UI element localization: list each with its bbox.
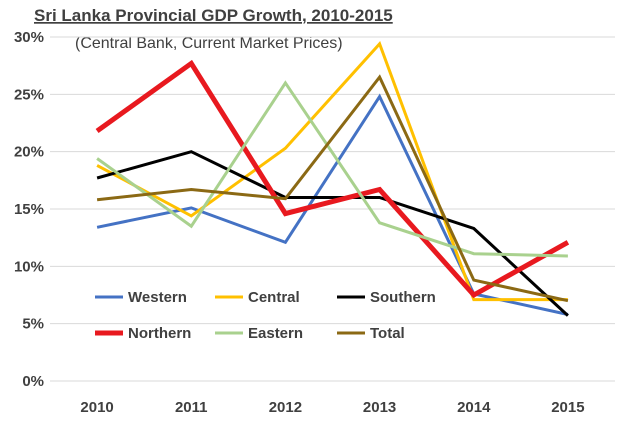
series-line-central bbox=[96, 41, 568, 302]
legend-label-western: Western bbox=[128, 289, 187, 306]
series-line-western bbox=[96, 93, 569, 316]
series-line-eastern bbox=[96, 80, 568, 258]
x-tick-label: 2010 bbox=[80, 399, 113, 416]
y-tick-label: 30% bbox=[14, 29, 44, 46]
legend-label-total: Total bbox=[370, 325, 405, 342]
x-tick-label: 2012 bbox=[269, 399, 302, 416]
x-tick-label: 2011 bbox=[175, 399, 208, 416]
x-axis-ticks: 2010 2011 2012 2013 2014 2015 bbox=[80, 399, 584, 416]
y-tick-label: 0% bbox=[22, 373, 44, 390]
y-tick-label: 25% bbox=[14, 86, 44, 103]
series-lines bbox=[95, 41, 570, 317]
legend: Western Central Southern Northern Eastern Tot… bbox=[95, 289, 436, 342]
series-line-southern bbox=[96, 150, 569, 317]
series-line-northern bbox=[95, 59, 570, 299]
series-line-total bbox=[96, 74, 569, 303]
y-tick-label: 10% bbox=[14, 258, 44, 275]
legend-label-northern: Northern bbox=[128, 325, 191, 342]
legend-label-southern: Southern bbox=[370, 289, 436, 306]
x-tick-label: 2014 bbox=[457, 399, 491, 416]
y-tick-label: 20% bbox=[14, 144, 44, 161]
y-tick-label: 5% bbox=[22, 316, 44, 333]
x-tick-label: 2013 bbox=[363, 399, 396, 416]
chart-subtitle: (Central Bank, Current Market Prices) bbox=[75, 35, 343, 52]
y-tick-label: 15% bbox=[14, 201, 44, 218]
y-axis-ticks: 0% 5% 10% 15% 20% 25% 30% bbox=[14, 29, 44, 390]
legend-label-eastern: Eastern bbox=[248, 325, 303, 342]
x-tick-label: 2015 bbox=[551, 399, 584, 416]
chart-title: Sri Lanka Provincial GDP Growth, 2010-20… bbox=[34, 6, 393, 25]
legend-label-central: Central bbox=[248, 289, 300, 306]
